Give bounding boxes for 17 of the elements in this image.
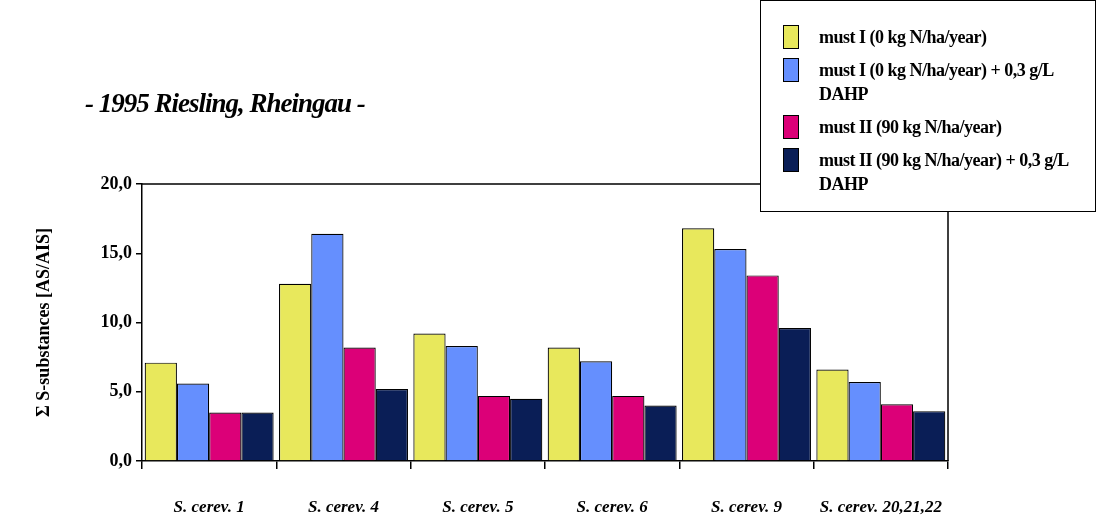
x-tick-label: S. cerev. 6 [576,496,649,516]
y-tick-label: 15,0 [100,241,132,262]
y-tick-label: 20,0 [100,172,132,193]
y-tick-label: 10,0 [100,311,132,332]
legend-label: must II (90 kg N/ha/year) + 0,3 g/L DAHP [819,149,1070,196]
chart-title: - 1995 Riesling, Rheingau - [85,88,365,119]
legend-label: must II (90 kg N/ha/year) [819,116,1002,139]
x-tick-label: S. cerev. 20,21,22 [819,496,943,516]
x-tick-label: S. cerev. 9 [710,496,783,516]
legend-label: must I (0 kg N/ha/year) + 0,3 g/L DAHP [819,59,1055,106]
y-tick-label: 0,0 [109,449,132,470]
x-tick-label: S. cerev. 1 [173,496,245,516]
x-tick-label: S. cerev. 4 [307,496,380,516]
legend-label: must I (0 kg N/ha/year) [819,26,987,49]
y-tick-label: 5,0 [109,380,132,401]
y-axis-title: Σ S-substances [AS/AIS] [33,228,54,417]
x-tick-label: S. cerev. 5 [442,496,514,516]
